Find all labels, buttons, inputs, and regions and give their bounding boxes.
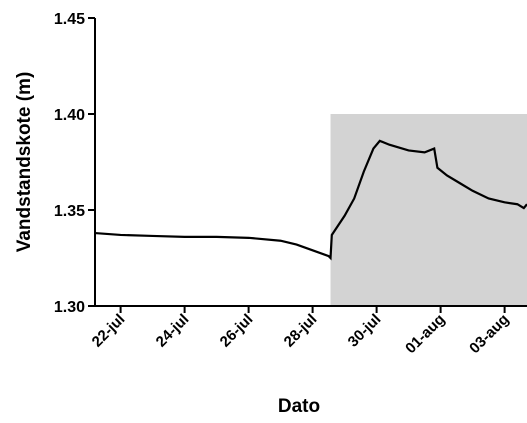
x-tick-label: 22-jul — [89, 311, 129, 351]
x-tick-label: 24-jul — [153, 311, 193, 351]
y-tick-label: 1.45 — [54, 11, 85, 28]
x-tick-label: 30-jul — [345, 311, 385, 351]
data-line — [94, 139, 527, 261]
x-tick-label: 28-jul — [281, 311, 321, 351]
y-tick-label: 1.40 — [54, 107, 85, 124]
x-tick-label: 26-jul — [217, 311, 257, 351]
y-tick-label: 1.35 — [54, 203, 85, 220]
y-tick-label: 1.30 — [54, 299, 85, 316]
x-tick-label: 03-aug — [466, 311, 512, 357]
x-axis-label: Dato — [278, 396, 320, 417]
x-tick-label: 01-aug — [402, 311, 448, 357]
y-axis-label: Vandstandskote (m) — [14, 72, 35, 253]
shaded-region — [330, 114, 527, 306]
